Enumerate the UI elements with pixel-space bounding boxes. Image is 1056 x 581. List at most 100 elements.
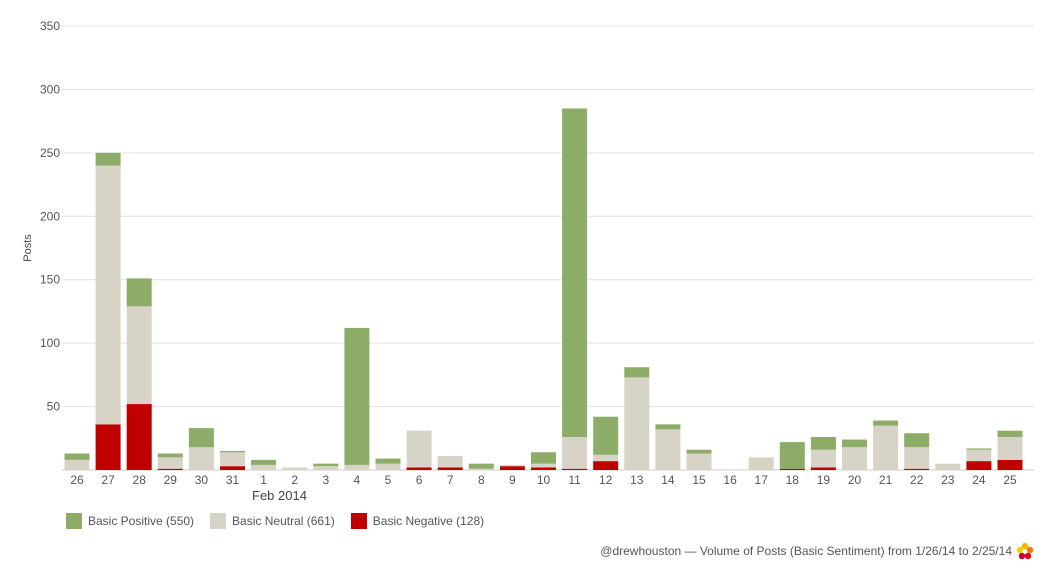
bar-basic-positive[interactable] bbox=[344, 327, 370, 465]
x-tick-label: 3 bbox=[322, 473, 329, 487]
legend-item-neutral[interactable]: Basic Neutral (661) bbox=[210, 513, 335, 529]
bar-basic-negative[interactable] bbox=[499, 466, 525, 470]
bar-basic-negative[interactable] bbox=[779, 468, 805, 470]
x-tick-label: 2 bbox=[291, 473, 298, 487]
bar-basic-negative[interactable] bbox=[437, 467, 463, 470]
bar-basic-negative[interactable] bbox=[593, 461, 619, 470]
bars bbox=[64, 108, 1023, 470]
bar-basic-neutral[interactable] bbox=[997, 437, 1023, 460]
x-tick-label: 6 bbox=[416, 473, 423, 487]
bar-basic-neutral[interactable] bbox=[966, 449, 992, 462]
bar-basic-neutral[interactable] bbox=[282, 467, 308, 470]
bar-basic-negative[interactable] bbox=[562, 468, 588, 470]
bar-basic-positive[interactable] bbox=[313, 463, 339, 467]
bar-basic-neutral[interactable] bbox=[188, 447, 214, 470]
bar-basic-neutral[interactable] bbox=[842, 447, 867, 470]
bar-basic-neutral[interactable] bbox=[406, 430, 432, 468]
bar-basic-neutral[interactable] bbox=[904, 447, 930, 469]
x-tick-label: 10 bbox=[537, 473, 551, 487]
bar-basic-positive[interactable] bbox=[842, 439, 867, 448]
bar-basic-neutral[interactable] bbox=[375, 463, 401, 470]
bar-basic-neutral[interactable] bbox=[95, 165, 121, 425]
bar-basic-negative[interactable] bbox=[95, 424, 121, 470]
bar-basic-negative[interactable] bbox=[904, 468, 930, 470]
y-tick-label: 200 bbox=[40, 209, 60, 223]
bar-basic-negative[interactable] bbox=[810, 467, 836, 470]
bar-basic-neutral[interactable] bbox=[126, 306, 152, 405]
bar-basic-positive[interactable] bbox=[810, 437, 836, 450]
bar-basic-neutral[interactable] bbox=[562, 437, 588, 469]
bar-basic-neutral[interactable] bbox=[624, 377, 650, 470]
bar-basic-negative[interactable] bbox=[157, 468, 183, 470]
bar-basic-neutral[interactable] bbox=[499, 464, 525, 467]
bar-basic-positive[interactable] bbox=[64, 453, 90, 460]
y-tick-label: 100 bbox=[40, 336, 60, 350]
bar-basic-neutral[interactable] bbox=[437, 456, 463, 468]
legend: Basic Positive (550) Basic Neutral (661)… bbox=[66, 513, 484, 529]
bar-basic-positive[interactable] bbox=[531, 452, 556, 464]
bar-basic-positive[interactable] bbox=[562, 108, 588, 438]
y-tick-label: 250 bbox=[40, 146, 60, 160]
bar-basic-negative[interactable] bbox=[406, 467, 432, 470]
bar-basic-neutral[interactable] bbox=[810, 449, 836, 468]
x-tick-label: 14 bbox=[661, 473, 675, 487]
y-axis-ticks: 50 100 150 200 250 300 350 bbox=[40, 19, 60, 414]
legend-swatch-neutral bbox=[210, 513, 227, 529]
x-axis-ticks: 26 27 28 29 30 31 1 2 3 4 5 6 7 8 9 10 11 12 13 14 15 16 17 18 1… bbox=[70, 473, 1017, 487]
bar-basic-positive[interactable] bbox=[468, 463, 494, 469]
bar-basic-positive[interactable] bbox=[686, 449, 712, 454]
legend-swatch-positive bbox=[66, 513, 82, 529]
bar-basic-neutral[interactable] bbox=[531, 463, 556, 468]
bar-basic-positive[interactable] bbox=[220, 450, 245, 453]
bar-basic-neutral[interactable] bbox=[686, 453, 712, 470]
bar-basic-neutral[interactable] bbox=[593, 454, 619, 462]
bar-basic-positive[interactable] bbox=[593, 416, 619, 455]
bar-basic-positive[interactable] bbox=[188, 428, 214, 448]
bar-basic-neutral[interactable] bbox=[873, 425, 899, 470]
x-tick-label: 29 bbox=[164, 473, 178, 487]
x-tick-label: 22 bbox=[910, 473, 924, 487]
bar-basic-neutral[interactable] bbox=[64, 459, 90, 470]
x-tick-label: 26 bbox=[70, 473, 84, 487]
x-tick-label: 18 bbox=[786, 473, 800, 487]
bar-basic-negative[interactable] bbox=[126, 404, 152, 470]
bar-basic-neutral[interactable] bbox=[748, 457, 774, 470]
x-tick-label: 1 bbox=[260, 473, 267, 487]
bar-basic-negative[interactable] bbox=[997, 459, 1023, 470]
legend-label-negative: Basic Negative (128) bbox=[372, 514, 485, 528]
x-tick-label: 23 bbox=[941, 473, 955, 487]
legend-item-positive[interactable]: Basic Positive (550) bbox=[66, 513, 194, 529]
bar-basic-neutral[interactable] bbox=[344, 464, 370, 470]
y-tick-label: 50 bbox=[47, 400, 61, 414]
bar-basic-neutral[interactable] bbox=[157, 457, 183, 469]
bar-basic-positive[interactable] bbox=[624, 367, 650, 378]
x-tick-label: 15 bbox=[692, 473, 706, 487]
bar-basic-neutral[interactable] bbox=[251, 464, 277, 470]
bar-basic-positive[interactable] bbox=[126, 278, 152, 307]
bar-basic-positive[interactable] bbox=[95, 152, 121, 166]
bar-basic-positive[interactable] bbox=[997, 430, 1023, 438]
x-tick-label: 31 bbox=[226, 473, 240, 487]
gridlines bbox=[62, 25, 1034, 471]
bar-basic-positive[interactable] bbox=[251, 459, 277, 465]
bar-basic-positive[interactable] bbox=[904, 433, 930, 448]
bar-basic-positive[interactable] bbox=[655, 424, 681, 430]
bar-basic-neutral[interactable] bbox=[655, 429, 681, 470]
bar-basic-positive[interactable] bbox=[375, 458, 401, 464]
x-axis-month-label: Feb 2014 bbox=[252, 488, 307, 503]
legend-label-positive: Basic Positive (550) bbox=[88, 514, 195, 528]
bar-basic-neutral[interactable] bbox=[468, 468, 494, 470]
bar-basic-positive[interactable] bbox=[873, 420, 899, 426]
bar-basic-positive[interactable] bbox=[157, 453, 183, 458]
bar-basic-neutral[interactable] bbox=[935, 463, 961, 470]
legend-item-negative[interactable]: Basic Negative (128) bbox=[350, 513, 485, 529]
bar-basic-neutral[interactable] bbox=[220, 452, 245, 467]
brand-logo-icon bbox=[1016, 542, 1034, 560]
bar-basic-negative[interactable] bbox=[220, 466, 245, 470]
bar-basic-negative[interactable] bbox=[531, 467, 556, 470]
bar-basic-positive[interactable] bbox=[966, 448, 992, 450]
bar-basic-negative[interactable] bbox=[966, 461, 992, 470]
bar-basic-neutral[interactable] bbox=[313, 466, 339, 470]
y-tick-label: 300 bbox=[40, 82, 60, 96]
bar-basic-positive[interactable] bbox=[779, 442, 805, 469]
